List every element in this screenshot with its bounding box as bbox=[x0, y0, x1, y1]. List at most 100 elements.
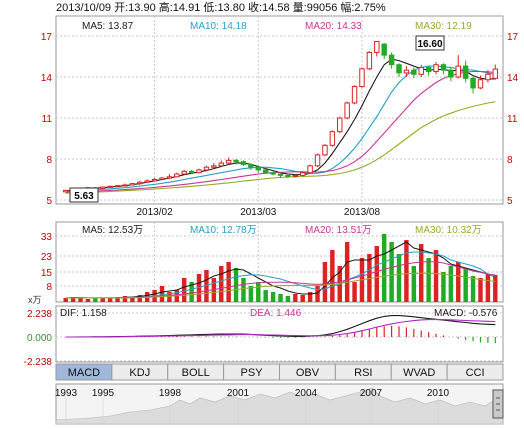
candle-body bbox=[396, 64, 402, 74]
candle-body bbox=[455, 65, 461, 78]
volume-bar bbox=[352, 282, 357, 302]
price-legend: MA5: 13.87 MA10: 14.18 MA20: 14.33 MA30: 12… bbox=[82, 21, 472, 32]
candle-body bbox=[322, 144, 328, 156]
tab-label: CCI bbox=[466, 367, 485, 379]
candle-body bbox=[425, 66, 432, 73]
price-line-ma20 bbox=[65, 70, 496, 194]
candle-body bbox=[129, 183, 136, 186]
volume-bar bbox=[285, 296, 291, 302]
tab-cci[interactable] bbox=[446, 363, 504, 381]
macd-legend-entry: MACD: -0.576 bbox=[434, 308, 498, 319]
candle-body bbox=[144, 180, 150, 183]
price-y-tick: 17 bbox=[41, 32, 53, 43]
candle-body bbox=[181, 170, 187, 175]
volume-bar bbox=[196, 274, 202, 302]
high-callout-label: 16.60 bbox=[417, 39, 442, 50]
volume-bar bbox=[107, 298, 113, 302]
candle-body bbox=[329, 131, 336, 146]
price-y-tick: 14 bbox=[41, 73, 53, 84]
volume-bar bbox=[396, 254, 402, 302]
volume-y-tick: 8 bbox=[46, 282, 52, 293]
volume-bar bbox=[130, 297, 135, 302]
volume-bar bbox=[256, 282, 261, 302]
candle-body bbox=[270, 172, 276, 175]
candle-body bbox=[374, 40, 380, 53]
volume-legend: MA5: 12.53万 MA10: 12.78万 MA20: 13.51万 MA30:… bbox=[82, 225, 482, 236]
price-y-tick-right: 17 bbox=[507, 32, 519, 43]
candle-body bbox=[159, 177, 165, 180]
volume-bar bbox=[448, 266, 454, 302]
candle-body bbox=[233, 159, 239, 163]
candle-body bbox=[100, 186, 106, 189]
volume-bar bbox=[404, 240, 409, 302]
legend-entry: MA10: 12.78万 bbox=[190, 225, 257, 236]
candle-body bbox=[448, 69, 454, 78]
timeline-year: 1998 bbox=[159, 388, 182, 399]
volume-bar bbox=[330, 250, 335, 302]
tab-label: BOLL bbox=[182, 367, 210, 379]
volume-line-ma5 bbox=[65, 241, 496, 299]
candle-body bbox=[388, 54, 395, 66]
volume-bar bbox=[115, 297, 120, 302]
candle-body bbox=[299, 172, 306, 176]
candle-body bbox=[292, 174, 299, 177]
price-y-tick: 8 bbox=[46, 155, 52, 166]
volume-bar bbox=[181, 278, 187, 302]
volume-bar bbox=[426, 258, 431, 302]
volume-bar bbox=[293, 294, 298, 302]
price-y-tick-right: 11 bbox=[507, 114, 518, 125]
volume-bar bbox=[219, 266, 224, 302]
candle-body bbox=[211, 165, 217, 168]
timeline-year: 2010 bbox=[427, 388, 450, 399]
volume-bar bbox=[233, 268, 239, 302]
volume-line-ma30 bbox=[65, 272, 496, 299]
volume-ma-lines bbox=[65, 241, 496, 299]
macd-legend: DIF: 1.158 DEA: 1.446 MACD: -0.576 bbox=[60, 308, 498, 319]
volume-bar bbox=[367, 254, 372, 302]
volume-bar bbox=[137, 295, 142, 302]
candle-body bbox=[151, 179, 158, 182]
volume-bar bbox=[263, 290, 268, 302]
timeline-handle[interactable] bbox=[492, 389, 504, 419]
legend-entry: MA5: 12.53万 bbox=[82, 225, 143, 236]
candle-body bbox=[107, 185, 113, 188]
volume-bar bbox=[478, 278, 483, 302]
candle-body bbox=[122, 184, 128, 187]
timeline-sparkline bbox=[55, 387, 504, 425]
volume-bar bbox=[63, 298, 68, 302]
volume-bar bbox=[315, 286, 320, 302]
volume-bar bbox=[70, 297, 76, 302]
price-y-axis-left: 17 14 11 8 5 bbox=[41, 32, 53, 207]
volume-y-axis: 33 23 15 8 bbox=[41, 232, 53, 293]
volume-bar bbox=[270, 292, 276, 302]
volume-bar bbox=[344, 242, 350, 302]
volume-bar bbox=[248, 286, 254, 302]
tab-label: RSI bbox=[354, 367, 372, 379]
candle-body bbox=[188, 170, 195, 174]
price-y-tick-right: 8 bbox=[507, 155, 513, 166]
header-quote: 2013/10/09 开:13.90 高:14.91 低:13.80 收:14.… bbox=[56, 0, 386, 14]
volume-y-tick: 23 bbox=[41, 252, 53, 263]
timeline-years: 1993 1995 1998 2001 2004 2007 2010 bbox=[55, 388, 450, 424]
candle-body bbox=[351, 86, 358, 104]
volume-bar bbox=[374, 246, 380, 302]
candle-body bbox=[277, 173, 284, 176]
price-y-tick-right: 14 bbox=[507, 73, 519, 84]
volume-unit-label: x万 bbox=[28, 295, 42, 305]
macd-y-tick: -2.238 bbox=[24, 357, 53, 368]
volume-bar bbox=[241, 278, 246, 302]
legend-entry: MA10: 14.18 bbox=[190, 21, 247, 32]
volume-bar bbox=[441, 272, 446, 302]
candle-body bbox=[337, 117, 343, 133]
volume-bar bbox=[456, 262, 461, 302]
legend-entry: MA5: 13.87 bbox=[82, 21, 134, 32]
macd-line-dea bbox=[65, 318, 496, 338]
tab-label: PSY bbox=[241, 367, 264, 379]
macd-lines bbox=[65, 315, 496, 338]
legend-entry: MA20: 14.33 bbox=[305, 21, 362, 32]
candle-body bbox=[403, 69, 410, 74]
volume-bar bbox=[122, 296, 128, 302]
candle-body bbox=[477, 79, 484, 89]
candle-body bbox=[418, 66, 424, 75]
